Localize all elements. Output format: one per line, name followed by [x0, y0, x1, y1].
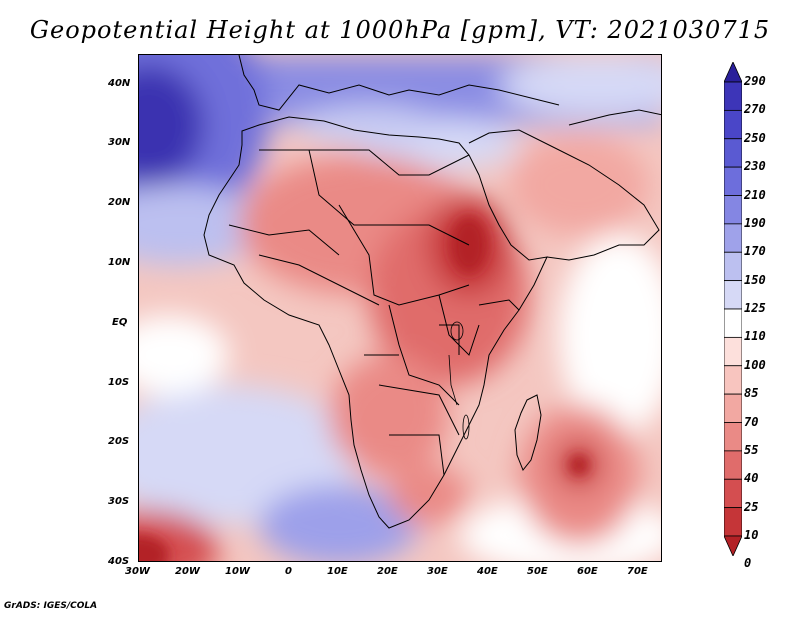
colorbar-segment	[724, 336, 742, 367]
map-plot-area	[138, 54, 662, 562]
colorbar-tick-label: 210	[744, 187, 766, 202]
colorbar-tick-label: 150	[744, 272, 766, 287]
colorbar-tick-label: 270	[744, 102, 766, 117]
colorbar-tick-label: 70	[744, 414, 759, 429]
colorbar-segment	[724, 422, 742, 452]
colorbar-segment	[724, 365, 742, 395]
lon-tick: 10W	[225, 566, 250, 577]
colorbar-segment	[724, 280, 742, 310]
colorbar-tick-label: 170	[744, 244, 766, 259]
lat-tick: 10N	[108, 257, 131, 268]
lon-tick: 40E	[477, 566, 498, 577]
colorbar-tick-label: 55	[744, 442, 759, 457]
colorbar-tick-label: 10	[744, 528, 759, 542]
colorbar-segment	[724, 62, 742, 83]
colorbar-tick-label: 230	[744, 159, 766, 174]
colorbar-segment	[724, 308, 742, 338]
colorbar-tick-label: 100	[744, 357, 766, 372]
lat-tick: EQ	[112, 317, 128, 328]
colorbar	[724, 62, 742, 556]
coastlines	[203, 55, 661, 529]
colorbar-segment	[724, 109, 742, 140]
colorbar-tick-label: 85	[744, 386, 759, 401]
colorbar-segment	[724, 507, 742, 537]
lat-tick: 40N	[108, 78, 131, 89]
colorbar-segment	[724, 450, 742, 480]
lon-tick: 10E	[327, 566, 348, 577]
lon-tick: 30W	[125, 566, 150, 577]
lon-tick: 50E	[527, 566, 548, 577]
colorbar-tick-label: 110	[744, 329, 766, 344]
colorbar-segment	[724, 535, 742, 556]
colorbar-tick-label: 290	[744, 74, 766, 88]
colorbar-segment	[724, 223, 742, 253]
colorbar-segment	[724, 478, 742, 509]
height-field-map	[139, 55, 661, 561]
lat-tick: 40S	[108, 556, 130, 567]
credit-text: GrADS: IGES/COLA	[4, 601, 98, 611]
lat-tick: 10S	[108, 377, 130, 388]
colorbar-segment	[724, 195, 742, 225]
lon-tick: 70E	[627, 566, 648, 577]
lon-tick: 20W	[175, 566, 200, 577]
colorbar-tick-label: 250	[744, 130, 766, 145]
lon-tick: 20E	[377, 566, 398, 577]
colorbar-segment	[724, 166, 742, 196]
lat-tick: 30S	[108, 496, 130, 507]
colorbar-tick-label: 0	[744, 556, 752, 571]
colorbar-segment	[724, 81, 742, 111]
colorbar-tick-label: 40	[744, 471, 759, 486]
colorbar-segment	[724, 251, 742, 282]
lat-tick: 20S	[108, 436, 130, 447]
chart-title: Geopotential Height at 1000hPa [gpm], VT…	[29, 16, 771, 44]
lon-tick: 60E	[577, 566, 598, 577]
colorbar-tick-label: 125	[744, 301, 766, 315]
colorbar-tick-label: 25	[744, 499, 759, 514]
colorbar-tick-label: 190	[744, 215, 766, 230]
colorbar-segment	[724, 393, 742, 423]
colorbar-segment	[724, 138, 742, 168]
lat-tick: 20N	[108, 197, 131, 208]
lat-tick: 30N	[108, 137, 131, 148]
lon-tick: 30E	[427, 566, 448, 577]
lon-tick: 0	[285, 566, 292, 577]
